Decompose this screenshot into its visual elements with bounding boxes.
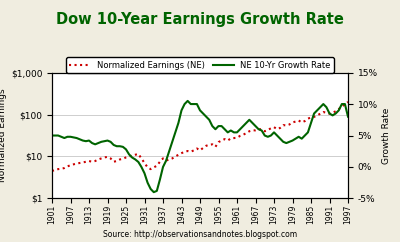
NE 10-Yr Growth Rate <box>346 115 350 118</box>
NE 10-Yr Growth Rate <box>71 136 76 139</box>
Normalized Earnings (NE) <box>50 170 54 173</box>
Normalized Earnings (NE) <box>278 127 282 129</box>
Text: Source: http://observationsandnotes.blogspot.com: Source: http://observationsandnotes.blog… <box>103 230 297 239</box>
Normalized Earnings (NE) <box>198 149 202 152</box>
Normalized Earnings (NE) <box>219 139 224 142</box>
Normalized Earnings (NE) <box>71 163 76 166</box>
Legend: Normalized Earnings (NE), NE 10-Yr Growth Rate: Normalized Earnings (NE), NE 10-Yr Growt… <box>66 57 334 73</box>
Normalized Earnings (NE) <box>59 167 64 170</box>
NE 10-Yr Growth Rate <box>284 142 289 144</box>
NE 10-Yr Growth Rate <box>185 99 190 102</box>
Y-axis label: Growth Rate: Growth Rate <box>382 107 391 164</box>
NE 10-Yr Growth Rate <box>151 191 156 194</box>
Line: Normalized Earnings (NE): Normalized Earnings (NE) <box>52 102 348 171</box>
Normalized Earnings (NE) <box>346 100 350 103</box>
NE 10-Yr Growth Rate <box>50 134 54 137</box>
NE 10-Yr Growth Rate <box>225 131 230 134</box>
NE 10-Yr Growth Rate <box>204 115 208 118</box>
Y-axis label: Normalized Earnings: Normalized Earnings <box>0 89 7 182</box>
NE 10-Yr Growth Rate <box>59 135 64 138</box>
Normalized Earnings (NE) <box>127 155 132 158</box>
NE 10-Yr Growth Rate <box>127 153 132 156</box>
Line: NE 10-Yr Growth Rate: NE 10-Yr Growth Rate <box>52 101 348 192</box>
Text: Dow 10-Year Earnings Growth Rate: Dow 10-Year Earnings Growth Rate <box>56 12 344 27</box>
